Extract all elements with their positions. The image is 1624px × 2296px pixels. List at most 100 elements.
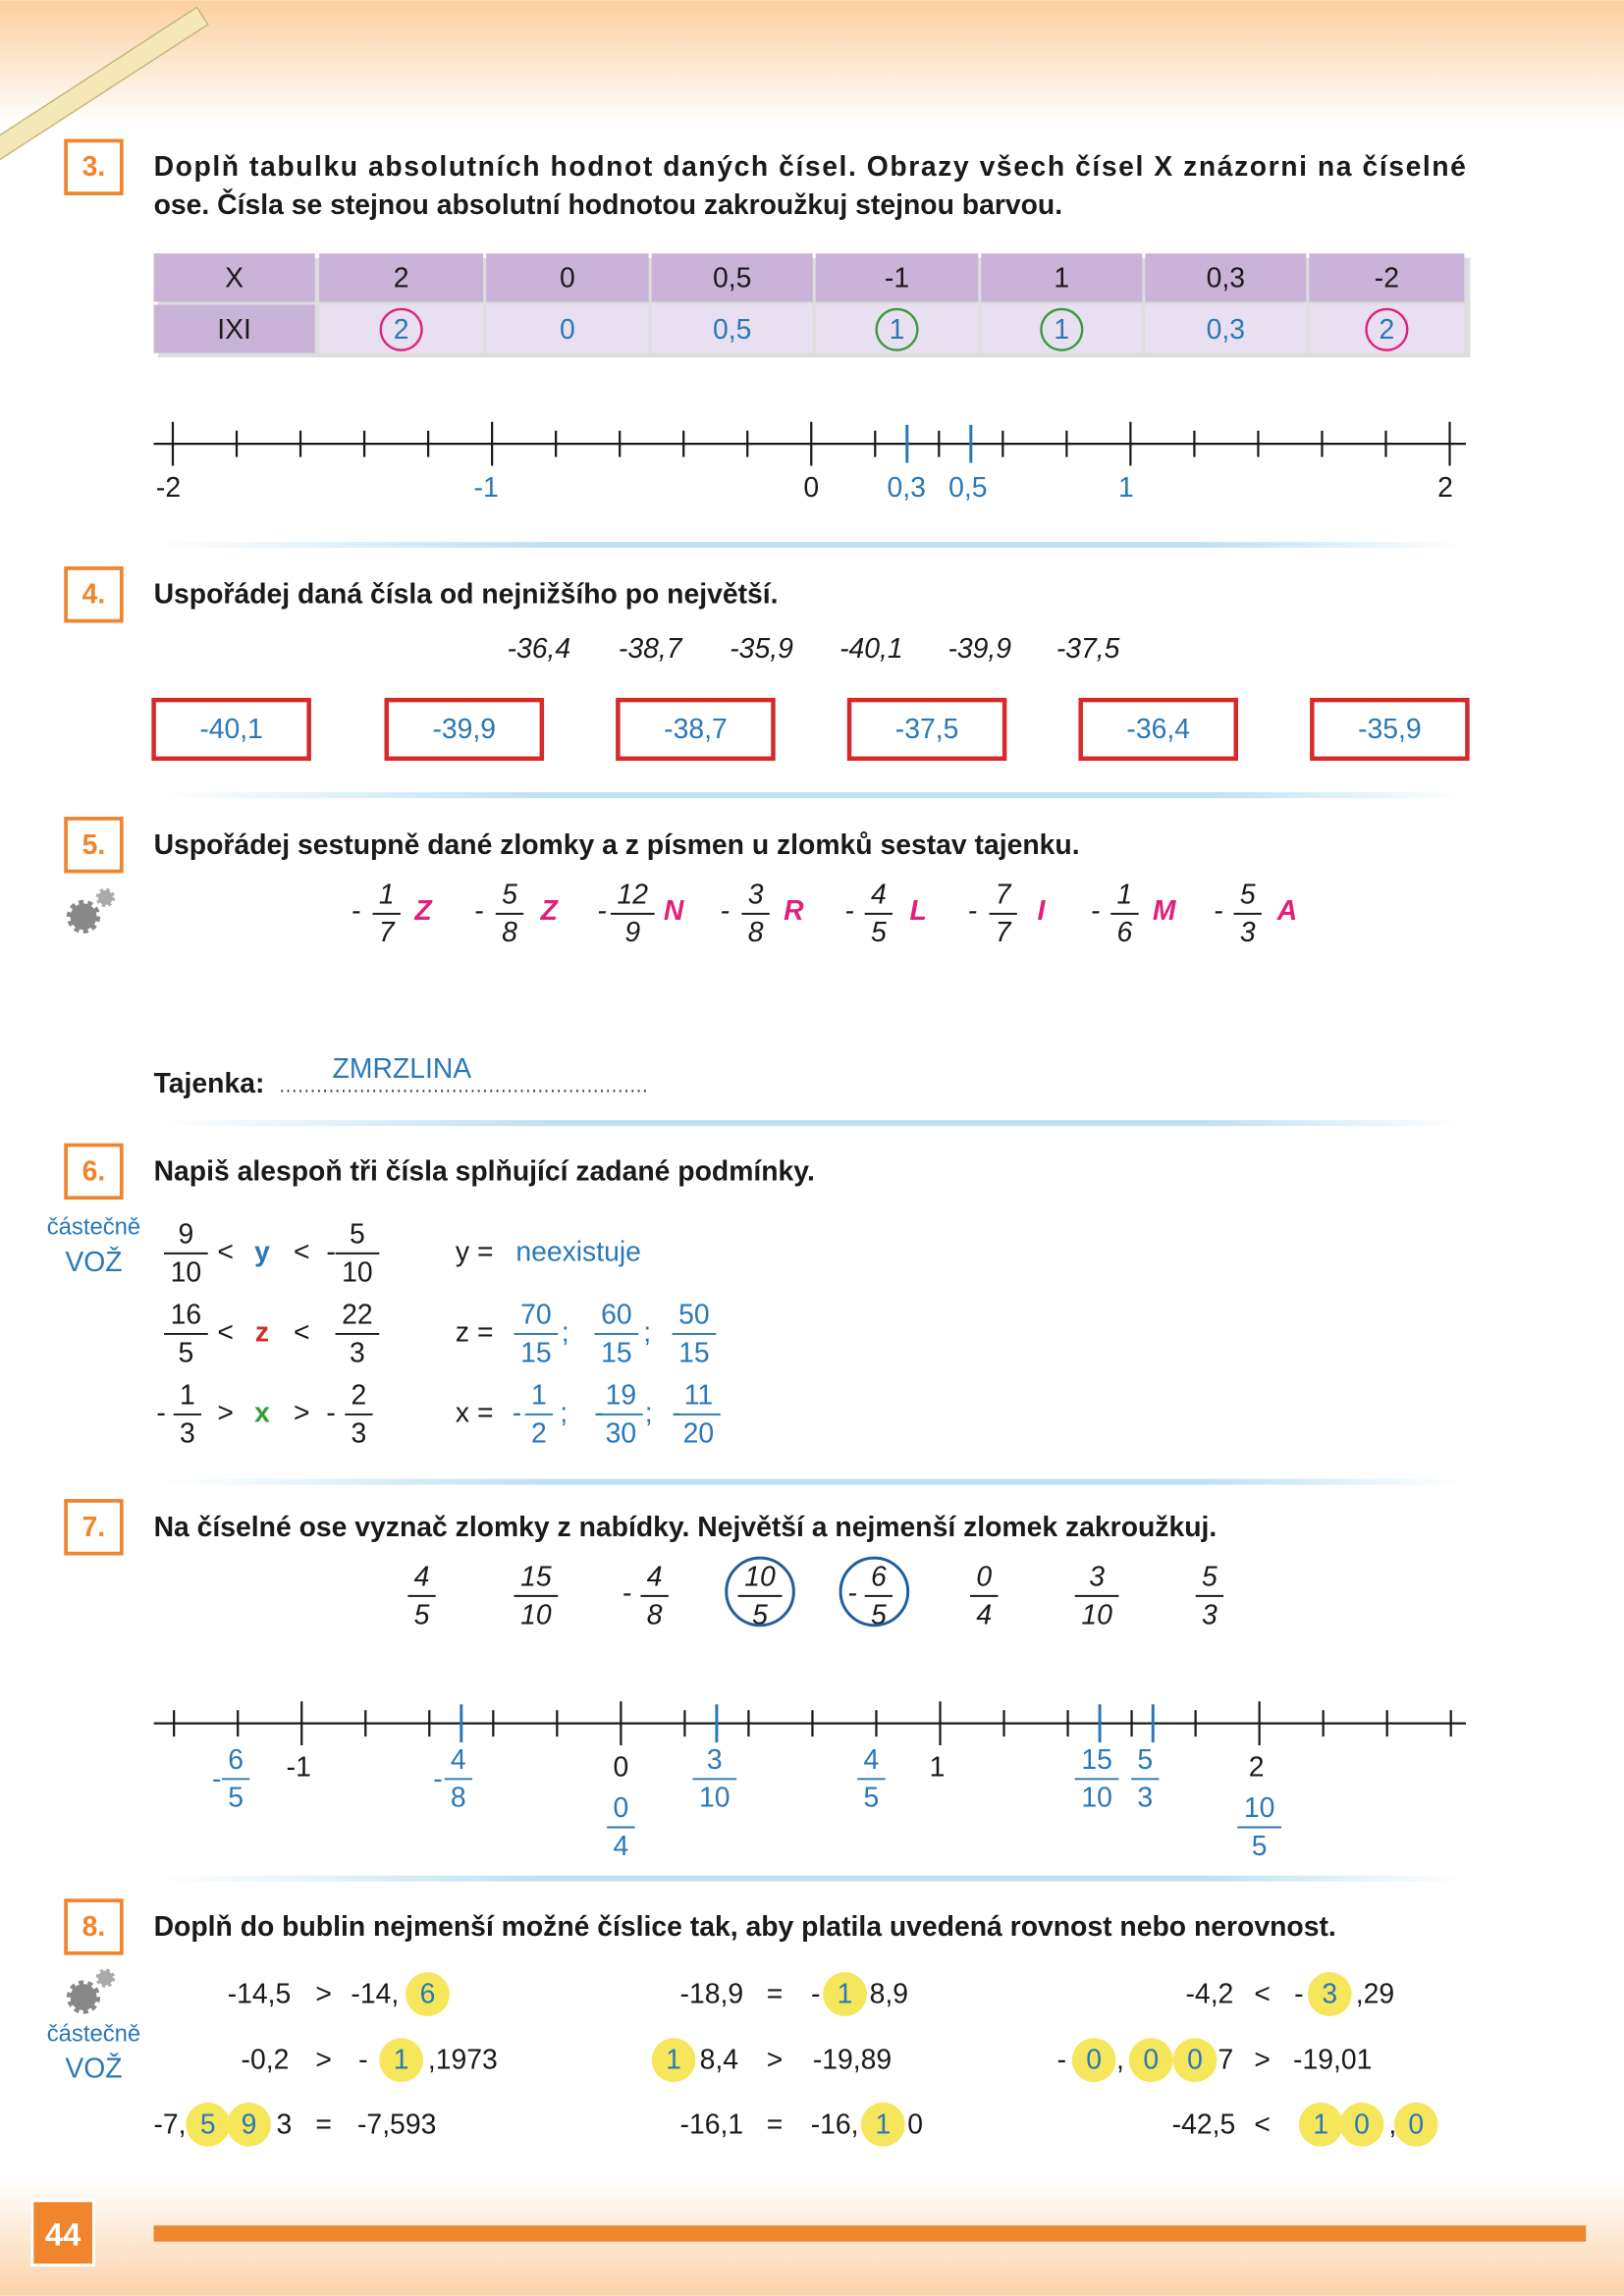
- sign: -: [352, 895, 360, 927]
- table-cell: [319, 253, 484, 302]
- denominator: 5: [871, 917, 887, 948]
- answer-circle: [379, 307, 423, 351]
- denominator: 5: [1252, 1831, 1268, 1862]
- denominator: 3: [1240, 917, 1256, 948]
- bubble-digit: 0: [1187, 2045, 1203, 2076]
- answer-circle: [1365, 307, 1409, 351]
- expression-token: -42,5: [1172, 2109, 1236, 2140]
- answer: -38,7: [664, 714, 728, 745]
- exercise-number-box: [64, 566, 124, 623]
- bubble-digit: 0: [1143, 2045, 1159, 2076]
- exercise-number: 3.: [82, 151, 106, 183]
- expression-token: -: [811, 1979, 820, 2010]
- letter: N: [664, 895, 684, 927]
- sign: -: [474, 895, 483, 927]
- denominator: 2: [531, 1417, 547, 1449]
- header-band: [0, 0, 1624, 125]
- answer-circle: [1040, 307, 1084, 351]
- instruction: Uspořádej sestupně dané zlomky a z písme…: [154, 829, 1080, 861]
- page-number-box: [30, 2199, 95, 2267]
- denominator: 5: [228, 1783, 244, 1814]
- ruler-decoration: [0, 6, 209, 178]
- bubble-digit: 0: [1086, 2045, 1102, 2076]
- given-number: -37,5: [1056, 633, 1120, 665]
- instruction: Na číselné ose vyznač zlomky z nabídky. …: [154, 1512, 1218, 1543]
- numerator: 4: [451, 1744, 466, 1776]
- given-number: -40,1: [839, 633, 903, 665]
- expression-token: 8,9: [870, 1979, 908, 2010]
- denominator: 7: [379, 917, 396, 948]
- solution-label: Tajenka:: [154, 1068, 265, 1099]
- answer: -37,5: [895, 714, 959, 745]
- condition-token: >: [294, 1397, 310, 1428]
- sign: -: [1214, 895, 1222, 927]
- axis-label: 0: [613, 1751, 628, 1783]
- sign: -: [212, 1763, 221, 1794]
- expression-token: >: [767, 2045, 784, 2076]
- sign: -: [623, 1577, 631, 1609]
- exercise-number: 4.: [82, 579, 106, 611]
- bubble: [1172, 2038, 1218, 2083]
- answer-label: z =: [456, 1316, 494, 1348]
- instruction: ose. Čísla se stejnou absolutní hodnotou…: [154, 189, 1063, 221]
- denominator: 8: [647, 1599, 663, 1630]
- condition-token: <: [294, 1316, 310, 1348]
- expression-token: -16,: [811, 2109, 859, 2140]
- sign: -: [968, 895, 977, 927]
- letter: Z: [540, 895, 560, 927]
- answer-token: ;: [645, 1397, 653, 1428]
- numerator: 12: [618, 879, 649, 910]
- axis-label: 2: [1437, 472, 1453, 504]
- expression-token: -19,01: [1293, 2045, 1372, 2076]
- denominator: 5: [414, 1599, 430, 1630]
- denominator: 4: [976, 1599, 992, 1630]
- bubble: [227, 2102, 271, 2147]
- bubble: [1339, 2102, 1384, 2147]
- condition-token: -: [156, 1397, 165, 1428]
- separator: [153, 1478, 1465, 1485]
- table-cell-text: X: [225, 263, 244, 294]
- separator: [153, 792, 1465, 799]
- letter: A: [1276, 895, 1297, 927]
- bubble-digit: 0: [1354, 2109, 1370, 2140]
- condition-token: -: [326, 1236, 335, 1267]
- expression-token: -7,593: [357, 2109, 436, 2140]
- denominator: 8: [748, 917, 764, 948]
- numerator: 4: [871, 879, 887, 910]
- table-cell: [486, 304, 649, 353]
- extreme-circle: [839, 1556, 910, 1628]
- numerator: 19: [606, 1380, 637, 1412]
- numerator: 15: [1081, 1744, 1112, 1776]
- sign: -: [721, 895, 730, 927]
- table-cell: [1309, 253, 1465, 302]
- numerator: 0: [613, 1792, 628, 1824]
- condition-token: >: [217, 1397, 234, 1428]
- sign: -: [433, 1763, 442, 1794]
- sign: -: [847, 1577, 856, 1609]
- expression-token: >: [1254, 2045, 1271, 2076]
- table-cell: [486, 253, 649, 302]
- numerator: 4: [864, 1744, 880, 1776]
- variable: x: [254, 1397, 270, 1428]
- gear-icon: [66, 1980, 101, 2014]
- table-cell-text: 0,5: [713, 263, 751, 294]
- denominator: 10: [342, 1256, 373, 1288]
- answer-box: [1078, 697, 1239, 762]
- bubble-digit: 5: [200, 2109, 216, 2140]
- solution: ZMRZLINA: [333, 1053, 472, 1085]
- note: VOŽ: [65, 2054, 122, 2085]
- bubble-digit: 0: [1408, 2109, 1424, 2140]
- exercise-number: 6.: [82, 1155, 106, 1187]
- answer: -40,1: [199, 714, 263, 745]
- answer-token: -: [513, 1397, 521, 1428]
- expression-token: ,29: [1356, 1979, 1394, 2010]
- denominator: 8: [502, 917, 517, 948]
- extreme-circle: [725, 1556, 795, 1628]
- letter: I: [1037, 895, 1046, 927]
- table-cell: [1145, 304, 1307, 353]
- numerator: 15: [520, 1561, 552, 1592]
- numerator: 22: [342, 1300, 373, 1331]
- denominator: 20: [683, 1417, 715, 1449]
- expression-token: -: [1294, 1979, 1303, 2010]
- footer-bar: [153, 2225, 1587, 2242]
